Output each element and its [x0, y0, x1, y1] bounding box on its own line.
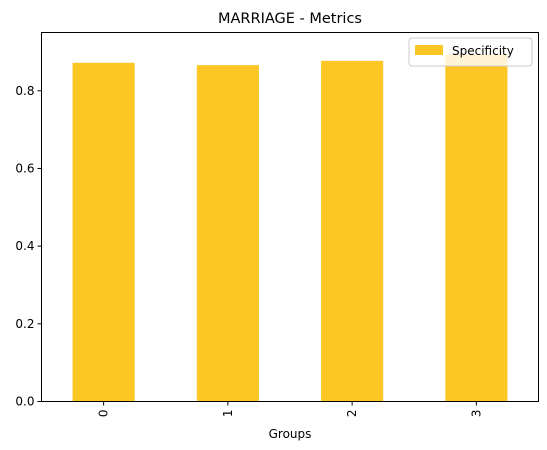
chart-title: MARRIAGE - Metrics [218, 11, 362, 27]
y-tick-label: 0.8 [15, 84, 34, 98]
legend-swatch [415, 45, 443, 55]
bars-group [72, 54, 508, 402]
x-tick-label: 1 [221, 410, 235, 418]
y-tick-label: 0.0 [15, 395, 34, 409]
bar-3 [445, 54, 508, 402]
x-tick-label: 2 [345, 410, 359, 418]
x-tick-label: 0 [97, 410, 111, 418]
legend-label: Specificity [452, 44, 514, 58]
plot-frame [41, 32, 539, 402]
x-axis-label: Groups [269, 427, 312, 441]
bar-2 [321, 60, 384, 402]
x-tick-label: 3 [469, 410, 483, 418]
y-axis: 0.0 0.2 0.4 0.6 0.8 [15, 84, 42, 409]
bar-1 [196, 65, 259, 402]
legend: Specificity [408, 37, 533, 67]
bar-0 [72, 62, 135, 402]
y-tick-label: 0.4 [15, 239, 34, 253]
y-tick-label: 0.6 [15, 161, 34, 175]
x-axis: 0 1 2 3 [97, 401, 483, 418]
y-tick-label: 0.2 [15, 317, 34, 331]
